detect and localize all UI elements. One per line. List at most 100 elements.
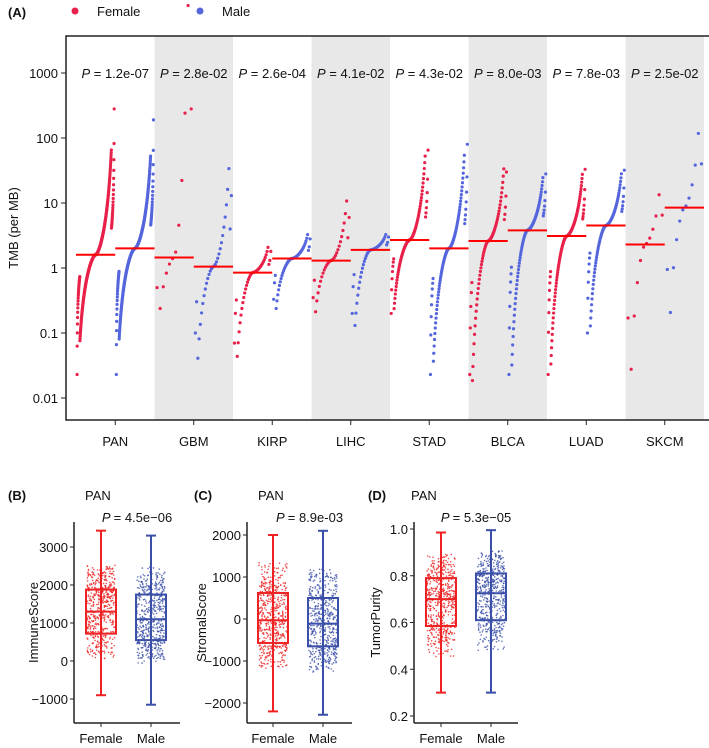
jitter-point	[146, 646, 149, 648]
jitter-point	[110, 568, 112, 570]
jitter-point	[136, 579, 138, 582]
jitter-point	[427, 603, 430, 606]
jitter-point	[477, 602, 479, 604]
data-point-male	[218, 247, 222, 251]
data-point-female	[425, 191, 429, 195]
y-tick-label: 2000	[212, 528, 241, 543]
data-point-male	[618, 179, 623, 184]
jitter-point	[161, 574, 163, 577]
jitter-point	[493, 606, 496, 609]
jitter-point	[91, 624, 93, 627]
jitter-point	[334, 659, 336, 662]
jitter-point	[313, 628, 315, 630]
jitter-point	[138, 628, 140, 630]
jitter-point	[477, 644, 479, 646]
jitter-point	[495, 626, 497, 629]
jitter-point	[109, 618, 112, 621]
jitter-point	[269, 579, 272, 582]
data-point-female	[583, 188, 587, 192]
jitter-point	[89, 650, 92, 653]
data-point-female	[111, 203, 115, 207]
jitter-point	[492, 647, 495, 650]
jitter-point	[330, 653, 333, 656]
data-point-male	[539, 192, 543, 197]
data-point-female	[167, 262, 172, 266]
data-point-male	[115, 302, 119, 307]
data-point-male	[277, 288, 281, 292]
data-point-male	[437, 284, 441, 288]
jitter-point	[89, 595, 92, 598]
y-tick-label: 1000	[212, 570, 241, 585]
jitter-point	[284, 645, 287, 648]
jitter-point	[316, 589, 318, 591]
jitter-point	[327, 654, 329, 656]
jitter-point	[436, 581, 439, 584]
jitter-point	[141, 651, 143, 653]
jitter-point	[148, 587, 151, 589]
jitter-point	[143, 578, 145, 580]
data-point-female	[503, 212, 507, 216]
jitter-point	[155, 583, 158, 586]
jitter-point	[319, 618, 322, 620]
data-point-female	[263, 255, 267, 260]
jitter-point	[311, 659, 313, 662]
jitter-point	[86, 577, 89, 579]
jitter-point	[277, 596, 280, 599]
jitter-point	[159, 584, 162, 587]
jitter-point	[326, 612, 328, 614]
jitter-point	[264, 566, 266, 568]
data-point-male	[148, 156, 153, 161]
jitter-point	[315, 574, 317, 577]
jitter-point	[477, 586, 480, 589]
jitter-point	[327, 576, 330, 578]
data-point-male	[207, 272, 211, 277]
jitter-point	[433, 629, 436, 631]
jitter-point	[433, 608, 435, 610]
jitter-point	[161, 649, 164, 652]
x-tick-label: Male	[137, 731, 165, 746]
jitter-point	[453, 572, 456, 575]
jitter-point	[335, 628, 338, 631]
data-point-male	[619, 172, 623, 176]
jitter-point	[264, 589, 267, 592]
data-point-male	[217, 252, 221, 256]
data-point-male	[273, 273, 277, 277]
jitter-point	[275, 624, 277, 627]
jitter-point	[142, 574, 145, 576]
jitter-point	[452, 607, 455, 609]
jitter-point	[281, 588, 283, 591]
jitter-point	[265, 667, 267, 669]
jitter-point	[336, 577, 338, 579]
jitter-point	[332, 617, 335, 620]
jitter-point	[310, 612, 312, 615]
data-point-female	[419, 199, 423, 203]
jitter-point	[107, 587, 109, 589]
data-point-female	[495, 217, 500, 221]
jitter-point	[449, 638, 451, 640]
jitter-point	[153, 584, 156, 587]
data-point-male	[509, 280, 513, 284]
jitter-point	[427, 573, 430, 576]
jitter-point	[143, 613, 146, 615]
data-point-male	[437, 290, 441, 294]
data-point-male	[434, 321, 438, 325]
jitter-point	[431, 589, 434, 592]
jitter-point	[496, 612, 499, 615]
jitter-point	[333, 651, 336, 653]
jitter-point	[136, 586, 139, 589]
jitter-point	[159, 644, 162, 647]
jitter-point	[275, 609, 278, 612]
jitter-point	[261, 617, 263, 620]
jitter-point	[112, 597, 114, 599]
jitter-point	[308, 594, 310, 597]
jitter-point	[152, 567, 155, 569]
data-point-female	[578, 195, 582, 199]
jitter-point	[261, 568, 263, 571]
jitter-point	[157, 653, 160, 656]
jitter-point	[107, 595, 109, 598]
jitter-point	[480, 560, 482, 563]
data-point-male	[516, 267, 521, 272]
jitter-point	[320, 664, 323, 667]
jitter-point	[446, 606, 448, 609]
jitter-point	[266, 622, 268, 625]
